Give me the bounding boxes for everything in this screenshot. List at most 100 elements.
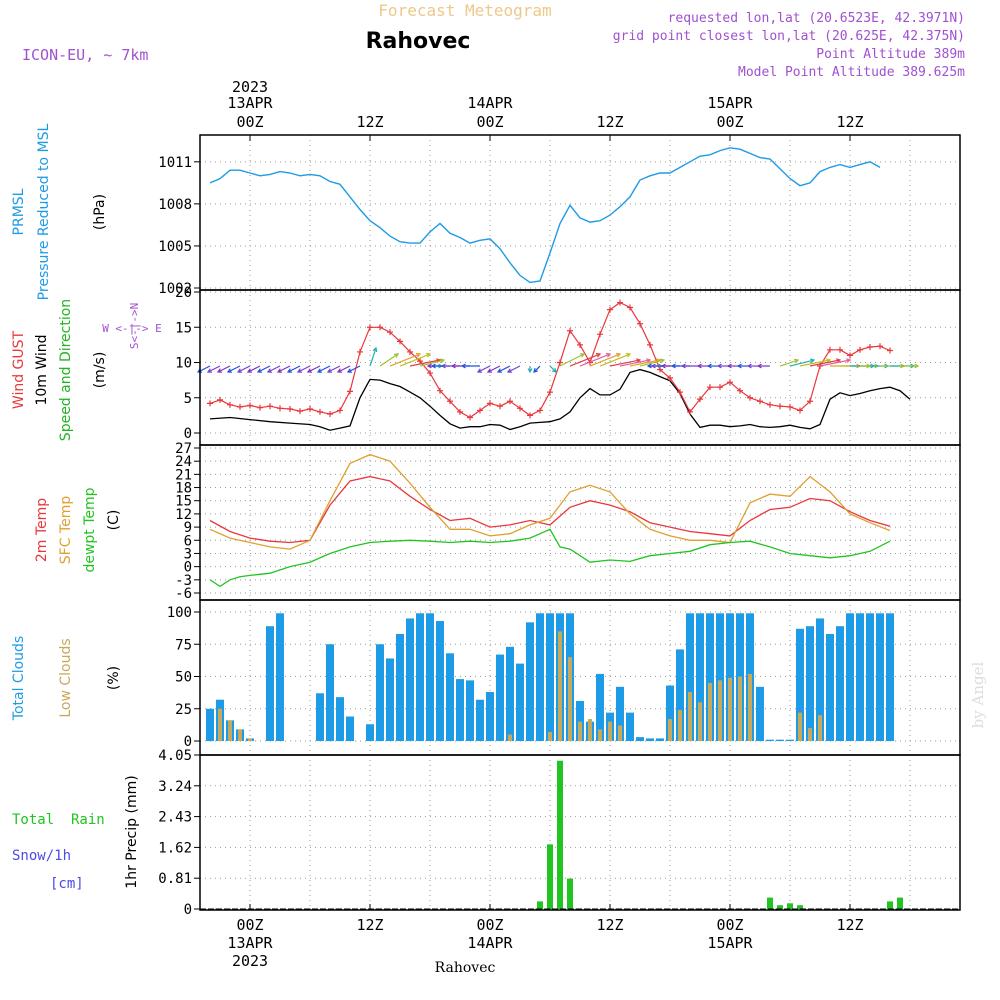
wind-arrow-head: [276, 368, 283, 373]
time-label-line3: 12Z: [596, 113, 623, 131]
time-label-line3: 00Z: [236, 113, 263, 131]
time-label-line3: 00Z: [476, 113, 503, 131]
total-clouds-label: Total Clouds: [11, 636, 27, 721]
wind-arrow-head: [659, 358, 666, 364]
requested-point: requested lon,lat (20.6523E, 42.3971N): [668, 11, 965, 26]
wind-arrow-head: [206, 368, 213, 373]
wind-arrow-head: [256, 368, 263, 373]
wind-arrow-head: [496, 368, 503, 373]
temp-sfc-label: SFC Temp: [58, 496, 74, 565]
rain-bar: [787, 903, 793, 909]
wind-direction-arrow: [819, 359, 851, 367]
total-clouds-bar: [616, 686, 624, 742]
wind-gust-point: [707, 384, 713, 391]
time-label-line1: 00Z: [476, 916, 503, 934]
pressure-label-2: Pressure Reduced to MSL: [36, 123, 52, 300]
wind-speed-label: Speed and Direction: [58, 299, 74, 441]
wind-direction-arrow: [779, 359, 799, 367]
wind-gust-point: [567, 327, 573, 334]
total-clouds-bar: [276, 613, 284, 741]
wind-arrow-head: [646, 358, 652, 364]
wind-gust-point: [837, 346, 843, 353]
wind-gust-point: [847, 352, 853, 359]
cloud-label-group: Total Clouds Low Clouds (%): [11, 636, 122, 721]
wind-arrow-head: [346, 368, 353, 373]
total-clouds-bar: [876, 613, 884, 741]
wind-arrow-head: [650, 363, 656, 369]
wind-direction-key-ns: S<-|->N: [128, 303, 141, 349]
wind-direction-arrow: [267, 365, 281, 373]
wind-direction-arrow: [569, 353, 601, 367]
wind-gust-point: [367, 324, 373, 331]
low-clouds-bar: [698, 702, 702, 741]
station-name: Rahovec: [366, 29, 471, 54]
top-time-label: 12Z: [596, 113, 623, 131]
wind-gust-point: [747, 394, 753, 401]
wind-arrow-head: [826, 358, 832, 364]
point-altitude: Point Altitude 389m: [816, 47, 965, 62]
wind-gust-point: [667, 375, 673, 382]
wind-gust-point: [427, 370, 433, 377]
low-clouds-bar: [678, 710, 682, 742]
rain-bar: [777, 905, 783, 909]
total-clouds-bar: [686, 613, 694, 741]
total-clouds-bar: [576, 701, 584, 742]
low-clouds-bar: [748, 673, 752, 742]
low-clouds-bar: [228, 720, 232, 741]
wind-gust-point: [577, 341, 583, 348]
rain-bar: [567, 878, 573, 909]
wind-direction-arrow: [379, 353, 399, 367]
total-clouds-bar: [666, 685, 674, 742]
2m-temp-series-line: [209, 475, 891, 544]
wind-arrow-head: [527, 368, 533, 374]
wind-direction-arrow: [237, 365, 251, 373]
low-clouds-bar: [558, 631, 562, 741]
wind-gust-point: [437, 387, 443, 394]
low-clouds-bar: [568, 657, 572, 742]
time-label-line3: 12Z: [836, 113, 863, 131]
wind-direction-arrow: [347, 365, 361, 373]
total-clouds-bar: [336, 697, 344, 742]
wind-gust-label: Wind GUST: [11, 330, 27, 409]
wind-arrow-head: [625, 352, 632, 358]
panel-frame: [199, 444, 961, 601]
total-clouds-bar: [506, 646, 514, 742]
wind-direction-arrow: [257, 365, 271, 373]
y-tick-label: 5: [184, 391, 192, 407]
low-clouds-bar: [818, 715, 822, 741]
wind-arrow-head: [476, 368, 483, 373]
time-label-line2: 15APR: [707, 934, 753, 952]
total-clouds-bar: [326, 644, 334, 742]
wind-gust-point: [857, 346, 863, 353]
total-clouds-bar: [836, 626, 844, 741]
cloud-unit: (%): [106, 666, 122, 690]
wind-gust-point: [207, 400, 213, 407]
total-clouds-bar: [466, 680, 474, 741]
total-clouds-bar: [516, 663, 524, 741]
wind-direction-arrow: [317, 365, 331, 373]
wind-direction-arrow: [809, 359, 841, 367]
time-label-line3: 2023: [232, 952, 268, 970]
precip-unit: 1hr Precip (mm): [124, 775, 140, 888]
wind-gust-point: [647, 341, 653, 348]
total-clouds-bar: [416, 613, 424, 741]
wind-gust-point: [417, 358, 423, 365]
y-tick-label: 10: [175, 356, 192, 372]
rain-bar: [897, 897, 903, 909]
pressure-label-group: PRMSL Pressure Reduced to MSL (hPa): [11, 123, 108, 300]
wind-gust-point: [447, 398, 453, 405]
precip-label-group: Total Rain Snow/1h [cm] 1hr Precip (mm): [12, 775, 140, 892]
wind-arrow-head: [579, 353, 586, 358]
wind-gust-point: [307, 406, 313, 413]
total-clouds-bar: [266, 626, 274, 741]
wind-arrow-head: [246, 368, 253, 373]
wind-gust-point: [407, 348, 413, 355]
time-label-line2: 14APR: [467, 934, 513, 952]
10m-wind-series-line: [209, 368, 911, 431]
wind-arrow-head: [336, 368, 343, 373]
y-tick-label: 1008: [158, 197, 192, 213]
wind-gust-point: [737, 387, 743, 394]
